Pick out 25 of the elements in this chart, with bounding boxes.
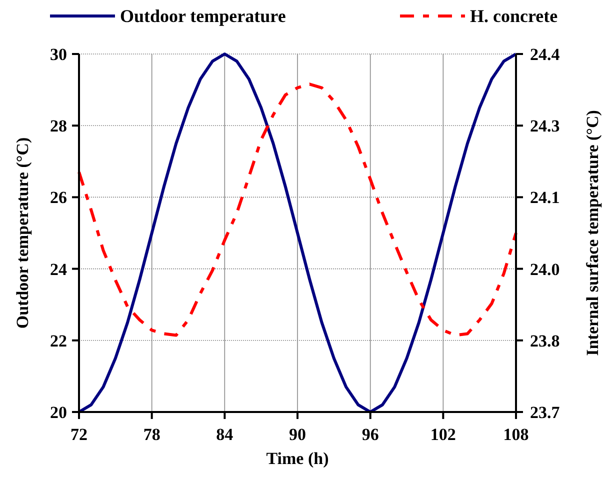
y2-tick-label: 24.3	[530, 116, 560, 136]
x-tick-label: 102	[430, 425, 456, 444]
y-tick-label: 24	[50, 260, 68, 279]
x-tick-label: 96	[362, 425, 379, 444]
y2-tick-label: 24.1	[530, 188, 560, 208]
y2-tick-label: 24.0	[530, 260, 560, 279]
legend-label: H. concrete	[470, 6, 558, 26]
y-tick-label: 28	[50, 116, 67, 136]
y2-tick-label: 23.8	[530, 331, 560, 350]
x-tick-label: 84	[216, 425, 234, 444]
y-tick-label: 22	[50, 331, 67, 350]
x-tick-label: 108	[503, 425, 529, 444]
legend-label: Outdoor temperature	[120, 6, 286, 26]
x-tick-label: 90	[289, 425, 306, 444]
x-axis-title: Time (h)	[266, 449, 329, 468]
y-tick-label: 26	[50, 188, 67, 208]
y2-tick-label: 24.4	[530, 45, 560, 64]
y2-axis-title: Internal surface temperature (°C)	[583, 110, 602, 356]
y-tick-label: 30	[50, 45, 67, 64]
line-series	[78, 82, 518, 337]
y2-tick-label: 23.7	[530, 403, 560, 422]
y-axis-title: Outdoor temperature (°C)	[13, 137, 32, 329]
y-tick-label: 20	[50, 403, 67, 422]
x-tick-label: 72	[70, 425, 88, 444]
x-tick-label: 78	[143, 425, 160, 444]
